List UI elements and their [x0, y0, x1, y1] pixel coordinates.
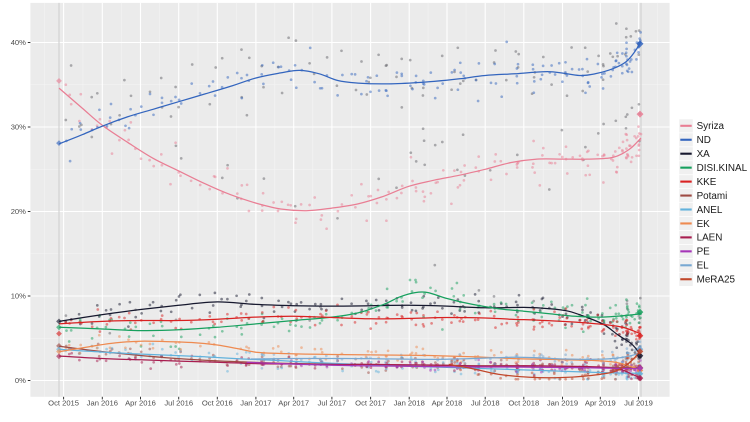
svg-text:Oct 2017: Oct 2017 — [355, 399, 386, 408]
svg-text:DISI.KINAL: DISI.KINAL — [697, 163, 748, 174]
svg-text:ANEL: ANEL — [697, 205, 723, 216]
svg-text:KKE: KKE — [697, 177, 717, 188]
svg-text:ND: ND — [697, 135, 711, 146]
svg-text:Apr 2018: Apr 2018 — [432, 399, 463, 408]
svg-text:Potami: Potami — [697, 191, 728, 202]
svg-text:Oct 2016: Oct 2016 — [202, 399, 233, 408]
svg-text:Jan 2017: Jan 2017 — [240, 399, 271, 408]
svg-text:EL: EL — [697, 261, 710, 272]
svg-text:XA: XA — [697, 149, 711, 160]
svg-text:30%: 30% — [11, 123, 26, 132]
svg-text:LAEN: LAEN — [697, 233, 723, 244]
svg-text:0%: 0% — [15, 376, 26, 385]
svg-text:Oct 2015: Oct 2015 — [48, 399, 79, 408]
svg-text:EK: EK — [697, 219, 711, 230]
svg-text:Oct 2018: Oct 2018 — [508, 399, 539, 408]
svg-text:40%: 40% — [11, 38, 26, 47]
svg-text:10%: 10% — [11, 292, 26, 301]
svg-text:Jul 2018: Jul 2018 — [471, 399, 500, 408]
svg-text:PE: PE — [697, 247, 711, 258]
svg-text:Apr 2016: Apr 2016 — [125, 399, 156, 408]
svg-text:20%: 20% — [11, 207, 26, 216]
svg-text:Jan 2016: Jan 2016 — [87, 399, 118, 408]
svg-text:Jul 2019: Jul 2019 — [624, 399, 653, 408]
svg-text:Jul 2017: Jul 2017 — [318, 399, 347, 408]
svg-text:Apr 2019: Apr 2019 — [585, 399, 616, 408]
svg-text:Apr 2017: Apr 2017 — [278, 399, 309, 408]
svg-text:Jul 2016: Jul 2016 — [164, 399, 193, 408]
svg-text:Jan 2018: Jan 2018 — [394, 399, 425, 408]
svg-text:Jan 2019: Jan 2019 — [547, 399, 578, 408]
svg-text:Syriza: Syriza — [697, 121, 725, 132]
svg-text:MeRA25: MeRA25 — [697, 275, 736, 286]
